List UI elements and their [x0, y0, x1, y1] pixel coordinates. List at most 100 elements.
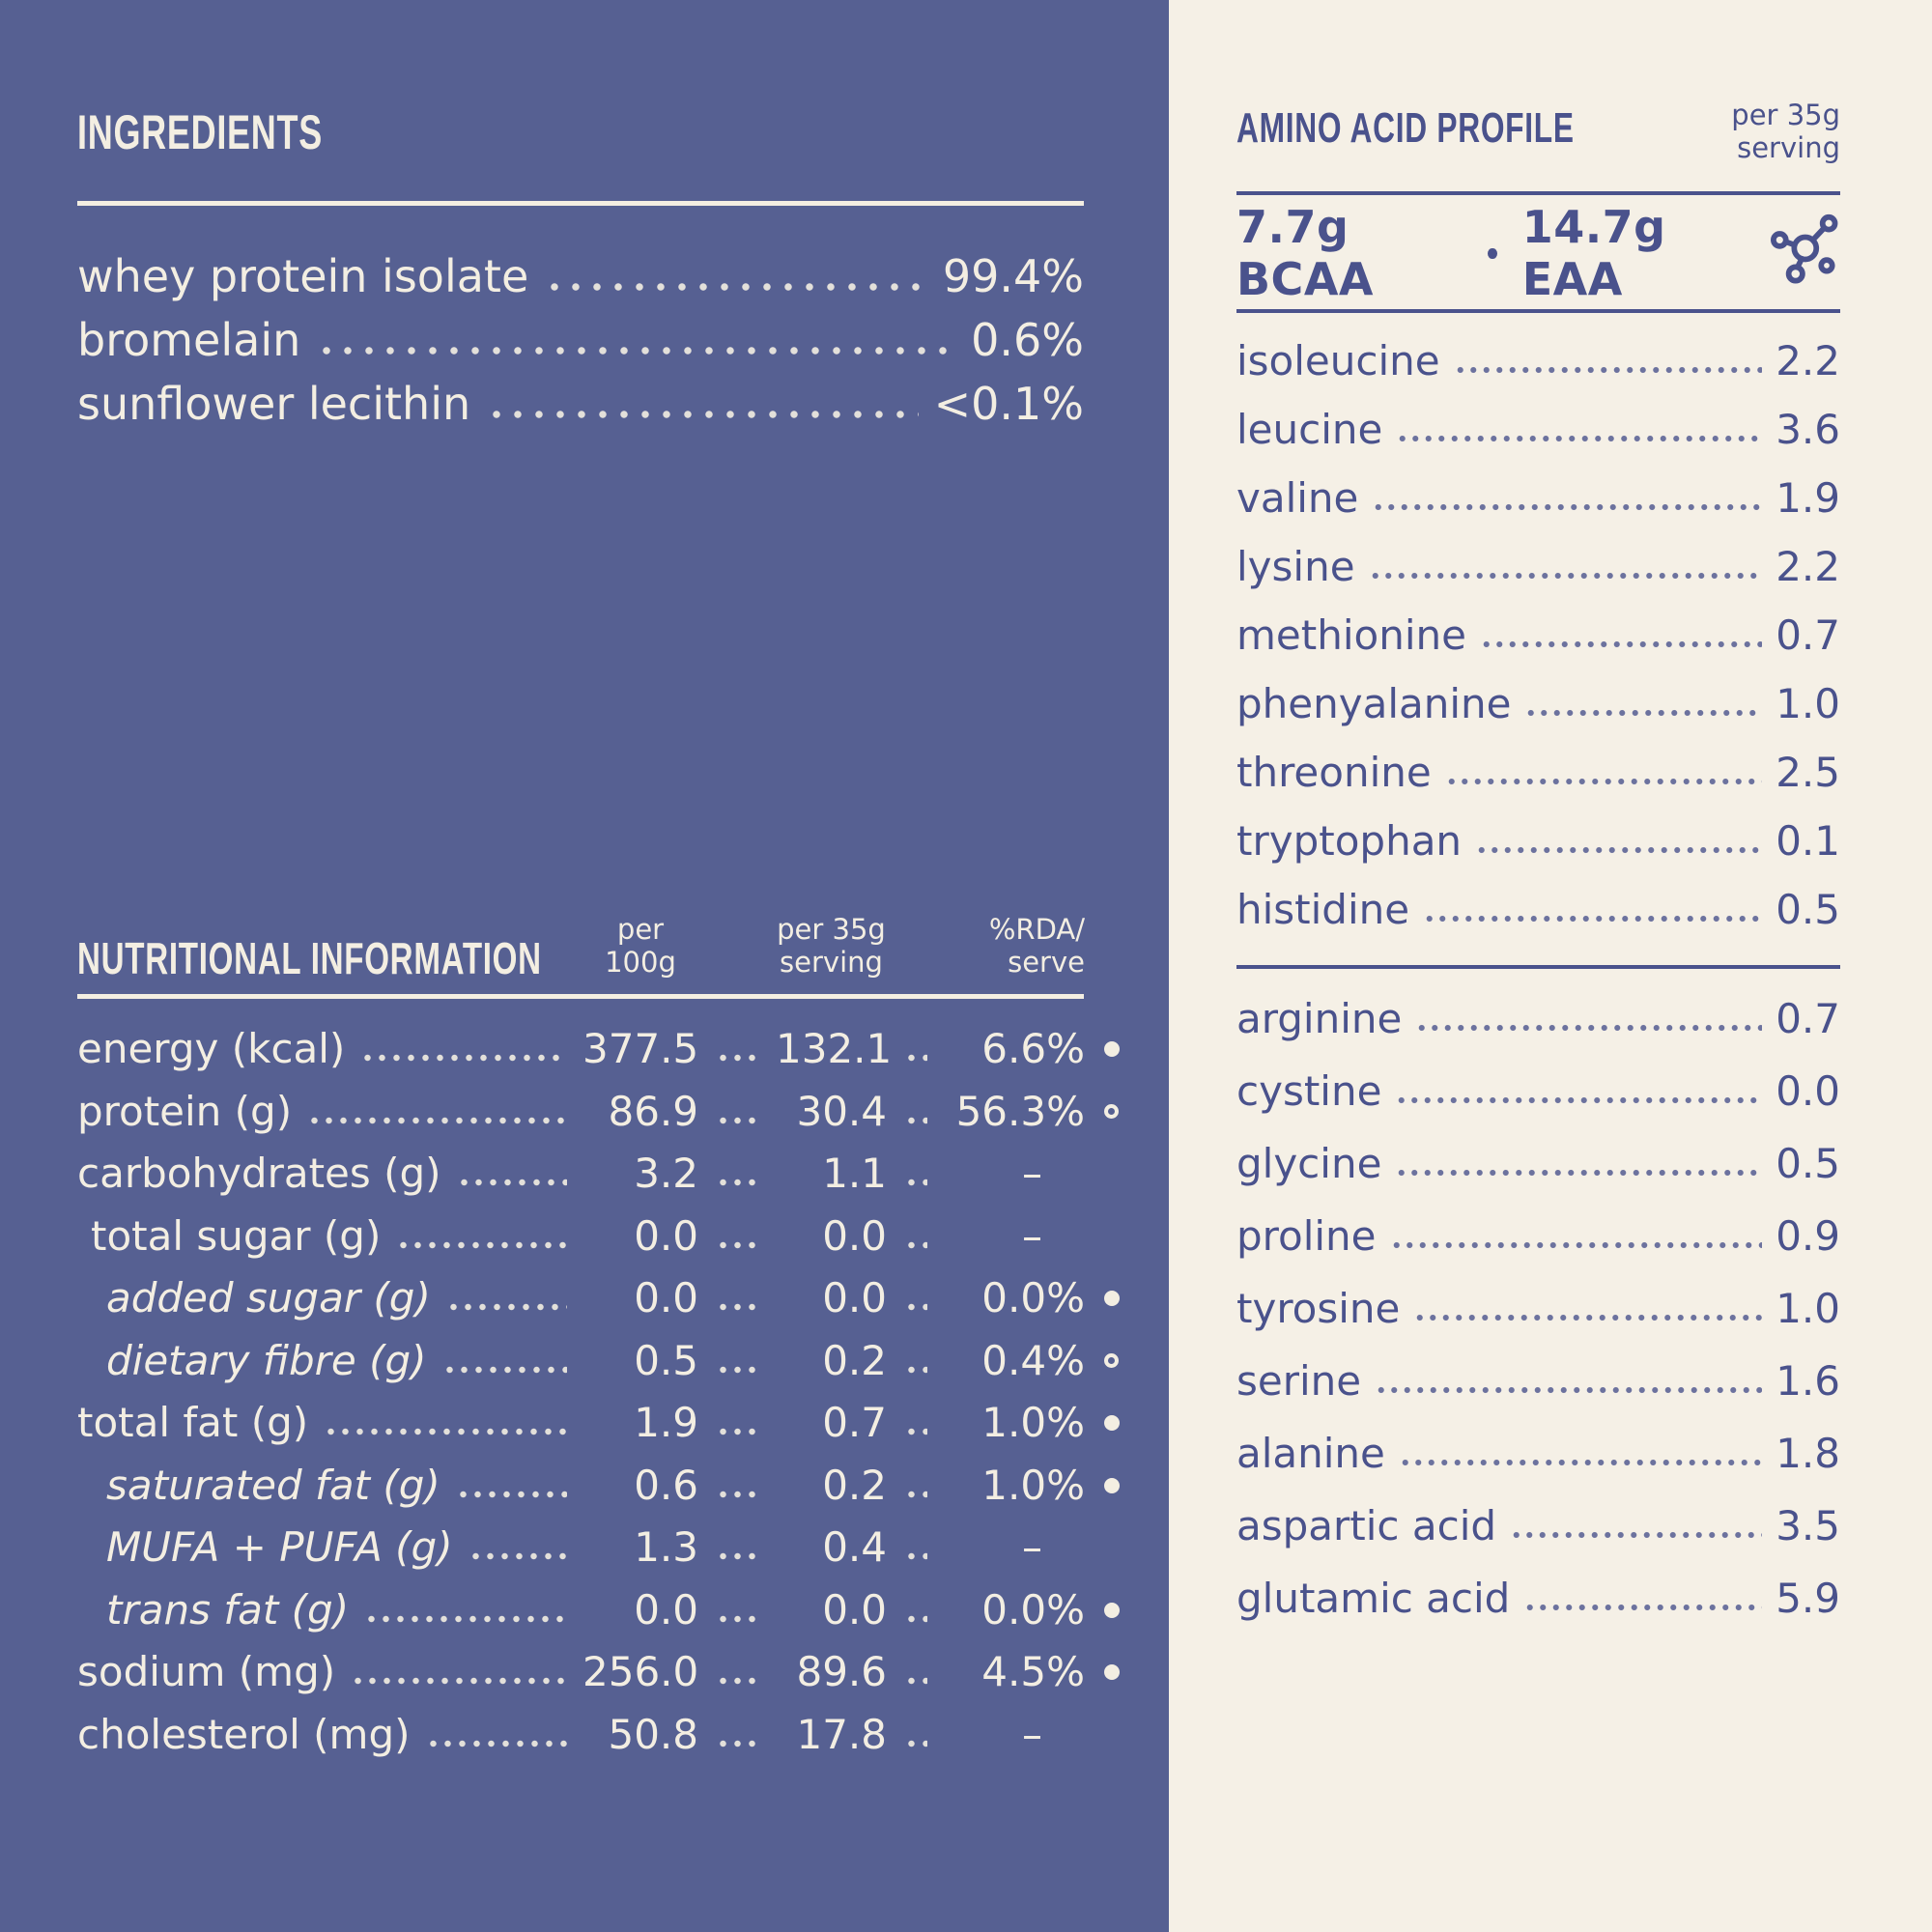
value-rda: 0.4% — [981, 1336, 1085, 1384]
value-rda: – — [1022, 1523, 1042, 1571]
value-per-100g: 3.2 — [634, 1150, 698, 1197]
table-row: MUFA + PUFA (g) 1.3 0.4 – — [77, 1517, 1138, 1579]
value-per-35g: 17.8 — [796, 1710, 887, 1758]
column-header-per-100g: per 100g — [605, 913, 676, 979]
amino-divider-bottom — [1236, 965, 1840, 969]
row-label: total fat (g) — [77, 1399, 309, 1446]
dot-leader — [904, 1115, 927, 1125]
dot-leader — [904, 1364, 927, 1375]
value-per-100g: 0.0 — [634, 1211, 698, 1260]
list-item: lysine 2.2 — [1236, 532, 1840, 601]
dot-leader — [364, 1613, 567, 1624]
list-item: aspartic acid 3.5 — [1236, 1490, 1840, 1562]
value-rda: 4.5% — [981, 1648, 1085, 1695]
value-per-35g: 0.2 — [822, 1461, 887, 1509]
amino-title: AMINO ACID PROFILE — [1236, 104, 1575, 152]
amino-name: leucine — [1236, 406, 1383, 453]
amino-name: tryptophan — [1236, 817, 1463, 865]
list-item: phenyalanine 1.0 — [1236, 669, 1840, 738]
row-label: saturated fat (g) — [106, 1461, 440, 1509]
table-row: added sugar (g) 0.0 0.0 0.0% — [77, 1267, 1138, 1330]
dot-leader — [544, 282, 927, 292]
list-item: serine 1.6 — [1236, 1345, 1840, 1417]
dot-leader — [1479, 639, 1763, 649]
ingredient-value: 99.4% — [942, 250, 1084, 302]
ingredients-list: whey protein isolate 99.4% bromelain 0.6… — [77, 244, 1084, 436]
table-row: saturated fat (g) 0.6 0.2 1.0% — [77, 1455, 1138, 1518]
rda-marker-hollow — [1104, 1353, 1119, 1369]
dot-leader — [716, 1427, 758, 1436]
list-item: threonine 2.5 — [1236, 738, 1840, 807]
value-per-35g: 1.1 — [822, 1150, 887, 1197]
table-row: total sugar (g) 0.0 0.0 – — [77, 1206, 1138, 1268]
value-per-35g: 0.0 — [822, 1274, 887, 1321]
list-item: proline 0.9 — [1236, 1200, 1840, 1272]
amino-name: tyrosine — [1236, 1285, 1401, 1332]
amino-value: 0.9 — [1776, 1212, 1840, 1260]
amino-name: threonine — [1236, 749, 1432, 796]
ingredients-title: INGREDIENTS — [77, 105, 323, 159]
amino-name: lysine — [1236, 543, 1355, 590]
value-rda: – — [1022, 1211, 1042, 1260]
row-label: dietary fibre (g) — [106, 1336, 427, 1384]
dot-leader — [445, 1302, 567, 1312]
amino-value: 1.0 — [1776, 1285, 1840, 1332]
value-per-100g: 377.5 — [582, 1025, 699, 1072]
dot-leader — [1396, 434, 1763, 443]
dot-leader — [904, 1613, 927, 1624]
amino-name: isoleucine — [1236, 337, 1440, 384]
amino-name: phenyalanine — [1236, 680, 1512, 727]
value-per-100g: 0.5 — [634, 1336, 698, 1384]
column-header-rda: %RDA/ serve — [988, 913, 1085, 979]
table-row: protein (g) 86.9 30.4 56.3% — [77, 1081, 1138, 1144]
value-per-35g: 0.2 — [822, 1336, 887, 1384]
dot-leader — [716, 1239, 758, 1250]
amino-value: 1.9 — [1776, 474, 1840, 522]
ingredient-value: 0.6% — [971, 314, 1084, 366]
dot-leader — [904, 1178, 927, 1187]
ingredient-name: whey protein isolate — [77, 250, 529, 302]
dot-leader — [904, 1676, 927, 1686]
value-per-100g: 256.0 — [582, 1648, 699, 1695]
bullet-separator-icon — [1488, 247, 1497, 259]
other-amino-list: arginine 0.7 cystine 0.0 glycine 0.5 prolin… — [1236, 982, 1840, 1634]
amino-name: arginine — [1236, 995, 1403, 1042]
value-per-35g: 0.4 — [822, 1523, 887, 1571]
amino-name: glycine — [1236, 1140, 1382, 1187]
value-rda: 1.0% — [981, 1461, 1085, 1509]
amino-name: histidine — [1236, 886, 1410, 933]
value-per-100g: 0.6 — [634, 1461, 698, 1509]
dot-leader — [324, 1427, 567, 1436]
dot-leader — [904, 1738, 927, 1748]
dot-leader — [716, 1053, 758, 1063]
dot-leader — [1523, 1603, 1763, 1612]
dot-leader — [716, 1489, 758, 1499]
row-label: carbohydrates (g) — [77, 1150, 441, 1197]
dot-leader — [1415, 1023, 1763, 1033]
list-item: glutamic acid 5.9 — [1236, 1562, 1840, 1634]
dot-leader — [1368, 571, 1763, 581]
dot-leader — [716, 1738, 758, 1748]
list-item: methionine 0.7 — [1236, 601, 1840, 669]
dot-leader — [1475, 845, 1763, 855]
ingredient-name: sunflower lecithin — [77, 378, 471, 430]
value-per-100g: 86.9 — [608, 1087, 698, 1135]
value-per-35g: 132.1 — [776, 1025, 893, 1072]
amino-value: 1.0 — [1776, 680, 1840, 727]
amino-value: 1.6 — [1776, 1357, 1840, 1405]
serving-note: per 35g serving — [1731, 99, 1840, 164]
value-rda: 56.3% — [955, 1087, 1085, 1135]
dot-leader — [456, 1178, 567, 1187]
ingredient-name: bromelain — [77, 314, 301, 366]
nutrition-section: NUTRITIONAL INFORMATION per 100g per 35g… — [77, 913, 1138, 1766]
ingredient-row: sunflower lecithin <0.1% — [77, 372, 1084, 436]
rda-marker-filled — [1103, 1602, 1120, 1618]
value-per-35g: 0.0 — [822, 1211, 887, 1260]
dot-leader — [396, 1239, 567, 1250]
ingredients-divider — [77, 201, 1084, 206]
value-rda: 0.0% — [981, 1274, 1085, 1321]
value-per-100g: 0.0 — [634, 1585, 698, 1634]
list-item: isoleucine 2.2 — [1236, 327, 1840, 395]
amino-header: AMINO ACID PROFILE per 35g serving — [1236, 99, 1840, 164]
